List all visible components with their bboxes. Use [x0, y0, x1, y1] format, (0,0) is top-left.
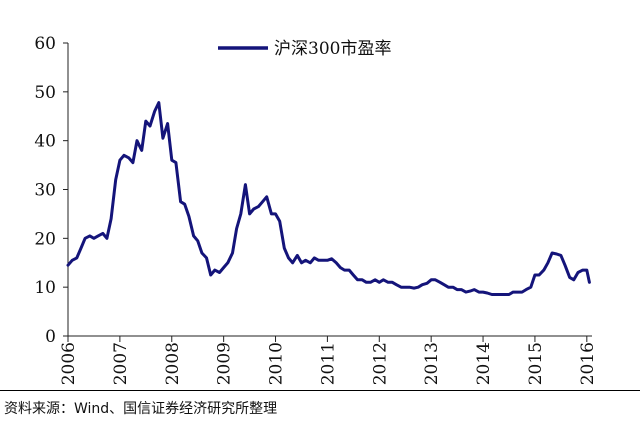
y-tick-label: 0 — [45, 327, 56, 347]
axis-ticks: 0 10 20 30 40 50 60 2006 2007 2008 2009 2010 2011 201… — [34, 34, 597, 385]
y-tick-label: 40 — [34, 132, 56, 152]
source-note: 资料来源：Wind、国信证券经济研究所整理 — [4, 401, 278, 417]
x-tick-label: 2006 — [59, 342, 79, 385]
x-tick-label: 2016 — [578, 342, 598, 385]
x-tick-label: 2012 — [370, 342, 390, 385]
x-tick-label: 2011 — [318, 342, 338, 385]
legend: 沪深300市盈率 — [218, 39, 391, 59]
x-tick-label: 2014 — [474, 342, 494, 385]
y-tick-label: 50 — [34, 83, 56, 103]
x-tick-label: 2013 — [422, 342, 442, 385]
series-layer — [66, 101, 591, 296]
y-tick-label: 30 — [34, 181, 56, 201]
x-tick-label: 2010 — [267, 342, 287, 385]
y-tick-label: 10 — [34, 278, 56, 298]
y-tick-label: 20 — [34, 229, 56, 249]
x-tick-label: 2015 — [526, 342, 546, 385]
x-tick-label: 2007 — [111, 342, 131, 385]
y-tick-label: 60 — [34, 34, 56, 54]
legend-label: 沪深300市盈率 — [274, 39, 391, 59]
source-divider — [0, 390, 640, 391]
x-tick-label: 2008 — [163, 342, 183, 385]
series-line-pe-ratio — [66, 101, 591, 296]
x-tick-label: 2009 — [215, 342, 235, 385]
